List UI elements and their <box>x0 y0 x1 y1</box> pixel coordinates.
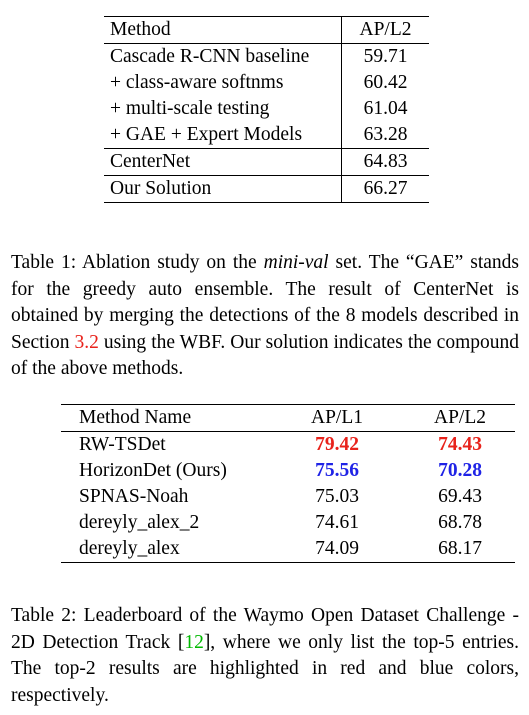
name-cell: RW-TSDet <box>79 434 166 455</box>
method-cell: + multi-scale testing <box>104 96 342 122</box>
caption-text: set. The “GAE” stands for the greedy aut… <box>11 252 519 353</box>
caption-text: Ablation study on the <box>76 252 264 273</box>
ap-cell: 59.71 <box>363 46 408 67</box>
table-row: CenterNet 64.83 <box>104 148 429 176</box>
ap-cell: 66.27 <box>363 178 408 199</box>
ap-l1-cell: 79.42 <box>315 434 359 455</box>
table-row: Our Solution 66.27 <box>104 175 429 203</box>
ap-l2-cell: 69.43 <box>438 486 482 507</box>
method-cell: Our Solution <box>104 175 342 203</box>
ap-cell: 64.83 <box>363 151 408 172</box>
leaderboard-table: Method Name AP/L1 AP/L2 RW-TSDet 79.42 7… <box>61 404 515 563</box>
method-cell: + GAE + Expert Models <box>104 122 342 149</box>
header-method: Method <box>104 16 342 44</box>
table-row: + class-aware softnms 60.42 <box>104 70 429 96</box>
table-row: SPNAS-Noah 75.03 69.43 <box>61 484 515 510</box>
section-reference-link[interactable]: 3.2 <box>74 331 99 353</box>
name-cell: dereyly_alex <box>79 538 180 559</box>
citation-link[interactable]: 12 <box>184 631 204 653</box>
name-cell: HorizonDet (Ours) <box>79 460 227 481</box>
caption-text: Leaderboard of the Waymo Open Dataset Ch… <box>11 605 519 653</box>
ap-l2-cell: 68.17 <box>438 538 482 559</box>
header-method-name: Method Name <box>79 407 192 428</box>
header-ap-l2: AP/L2 <box>359 19 412 40</box>
table-row: RW-TSDet 79.42 74.43 <box>61 431 515 459</box>
table2-caption: Table 2: Leaderboard of the Waymo Open D… <box>11 603 519 709</box>
table-row: Cascade R-CNN baseline 59.71 <box>104 43 429 70</box>
table-row: HorizonDet (Ours) 75.56 70.28 <box>61 458 515 484</box>
ap-l2-cell: 70.28 <box>438 460 482 481</box>
name-cell: dereyly_alex_2 <box>79 512 200 533</box>
caption-label: Table 1: <box>11 252 77 273</box>
ap-cell: 63.28 <box>363 124 408 145</box>
ablation-table: Method AP/L2 Cascade R-CNN baseline 59.7… <box>104 16 429 203</box>
table1-caption: Table 1: Ablation study on the mini-val … <box>11 250 519 383</box>
ap-l1-cell: 75.03 <box>315 486 359 507</box>
ap-cell: 61.04 <box>363 98 408 119</box>
table-row: + GAE + Expert Models 63.28 <box>104 122 429 149</box>
ap-l1-cell: 75.56 <box>315 460 359 481</box>
ap-l1-cell: 74.61 <box>315 512 359 533</box>
caption-italic: mini-val <box>263 252 329 273</box>
ap-cell: 60.42 <box>363 72 408 93</box>
caption-text: using the WBF. Our solution indicates th… <box>11 331 519 380</box>
ap-l1-cell: 74.09 <box>315 538 359 559</box>
table-row: dereyly_alex 74.09 68.17 <box>61 536 515 563</box>
method-cell: + class-aware softnms <box>104 70 342 96</box>
table-row: + multi-scale testing 61.04 <box>104 96 429 122</box>
ap-l2-cell: 74.43 <box>438 434 482 455</box>
table-row: dereyly_alex_2 74.61 68.78 <box>61 510 515 536</box>
method-cell: Cascade R-CNN baseline <box>104 43 342 70</box>
caption-label: Table 2: <box>11 605 77 626</box>
caption-text: ], where we only list the top-5 entries.… <box>11 631 519 706</box>
name-cell: SPNAS-Noah <box>79 486 189 507</box>
header-ap-l1: AP/L1 <box>310 407 363 428</box>
header-ap-l2: AP/L2 <box>433 407 486 428</box>
method-cell: CenterNet <box>104 148 342 176</box>
ap-l2-cell: 68.78 <box>438 512 482 533</box>
